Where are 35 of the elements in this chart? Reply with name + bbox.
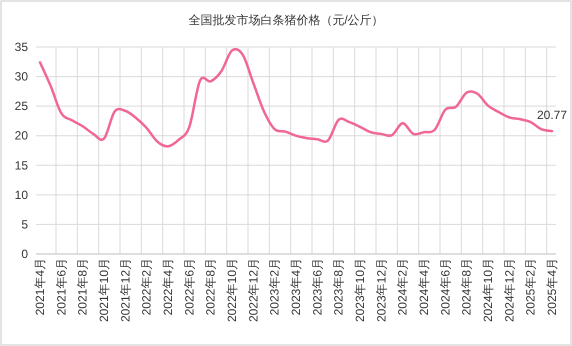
- x-tick-label: 2022年10月: [225, 258, 239, 322]
- x-tick-label: 2024年8月: [460, 258, 474, 316]
- x-tick-label: 2022年8月: [204, 258, 218, 316]
- y-tick-label: 35: [14, 40, 28, 54]
- x-tick-label: 2025年2月: [524, 258, 538, 316]
- x-tick-label: 2024年6月: [438, 258, 452, 316]
- x-tick-label: 2024年4月: [417, 258, 431, 316]
- x-tick-label: 2023年4月: [289, 258, 303, 316]
- x-tick-label: 2022年2月: [140, 258, 154, 316]
- x-tick-label: 2021年8月: [76, 258, 90, 316]
- x-tick-label: 2021年6月: [54, 258, 68, 316]
- x-tick-label: 2023年2月: [268, 258, 282, 316]
- x-tick-label: 2024年10月: [481, 258, 495, 322]
- x-tick-label: 2023年8月: [332, 258, 346, 316]
- data-label: 20.77: [536, 108, 568, 122]
- y-tick-label: 0: [21, 247, 28, 261]
- x-tick-label: 2024年12月: [502, 258, 516, 322]
- x-tick-label: 2021年12月: [118, 258, 132, 322]
- y-tick-label: 15: [14, 158, 28, 172]
- x-tick-label: 2023年12月: [374, 258, 388, 322]
- x-tick-label: 2024年2月: [396, 258, 410, 316]
- x-tick-label: 2025年4月: [545, 258, 559, 316]
- y-tick-label: 30: [14, 70, 28, 84]
- x-tick-label: 2022年6月: [182, 258, 196, 316]
- y-tick-label: 25: [14, 99, 28, 114]
- x-tick-label: 2023年6月: [310, 258, 324, 316]
- chart-title: 全国批发市场白条猪价格（元/公斤）: [188, 13, 384, 27]
- x-tick-label: 2022年4月: [161, 258, 175, 316]
- x-tick-label: 2023年10月: [353, 258, 367, 322]
- x-tick-label: 2022年12月: [246, 258, 260, 322]
- x-tick-label: 2021年10月: [97, 258, 111, 322]
- y-tick-label: 5: [21, 217, 28, 232]
- x-tick-label: 2021年4月: [33, 258, 47, 316]
- y-tick-label: 20: [14, 128, 28, 143]
- y-tick-label: 10: [14, 188, 28, 202]
